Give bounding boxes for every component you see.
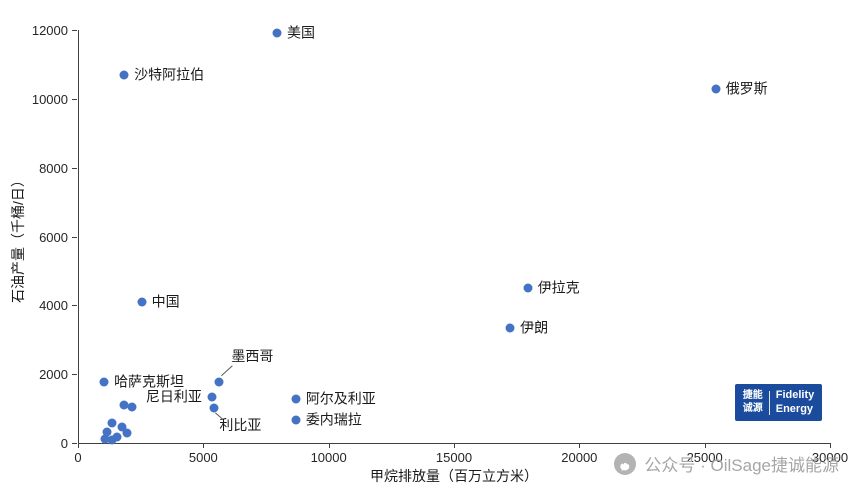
point-label: 伊拉克 — [537, 279, 580, 296]
logo-english-text: Fidelity Energy — [776, 389, 815, 415]
y-tick-mark — [72, 374, 77, 376]
y-tick-label: 6000 — [39, 229, 68, 245]
point-label: 美国 — [287, 24, 316, 41]
data-point — [523, 283, 533, 293]
x-tick-label: 0 — [74, 450, 82, 465]
x-tick-mark — [830, 443, 831, 448]
y-tick-mark — [72, 236, 77, 238]
x-tick-label: 25000 — [686, 450, 723, 465]
logo-cn-line2: 诚源 — [742, 402, 763, 414]
data-point — [207, 392, 217, 402]
data-point — [122, 428, 132, 438]
x-axis-title: 甲烷排放量（百万立方米） — [370, 468, 538, 484]
x-tick-mark — [579, 443, 581, 448]
data-point — [291, 394, 301, 404]
data-point — [272, 28, 282, 38]
x-tick-label: 30000 — [811, 450, 849, 465]
logo-chinese-text: 捷能 诚源 — [743, 390, 763, 415]
fidelity-energy-logo: 捷能 诚源 Fidelity Energy — [735, 384, 822, 421]
data-point — [102, 427, 112, 437]
logo-divider — [768, 390, 770, 415]
point-label: 利比亚 — [219, 416, 262, 433]
y-tick-label: 4000 — [39, 298, 68, 314]
point-label: 中国 — [151, 293, 180, 310]
x-tick-label: 5000 — [188, 450, 218, 465]
data-point — [209, 403, 219, 413]
data-point — [127, 402, 137, 412]
y-tick-label: 8000 — [39, 160, 68, 176]
point-label: 墨西哥 — [231, 347, 274, 364]
data-point — [137, 297, 147, 307]
point-label: 俄罗斯 — [725, 79, 768, 96]
watermark-text: 公众号 · OilSage捷诚能源 — [644, 456, 839, 475]
point-label: 委内瑞拉 — [305, 411, 362, 428]
x-tick-mark — [328, 443, 330, 448]
point-label: 沙特阿拉伯 — [134, 66, 205, 83]
data-point — [100, 434, 110, 444]
plot-area: 美国沙特阿拉伯俄罗斯中国 伊拉克伊朗哈萨克斯坦 墨西哥尼日利亚 利比亚 阿尔及利亚委内瑞… — [78, 25, 831, 445]
data-point — [291, 415, 301, 425]
y-tick-mark — [72, 30, 77, 31]
y-tick-label: 10000 — [31, 91, 68, 107]
logo-en-line1: Fidelity — [775, 389, 815, 402]
data-point — [117, 422, 127, 432]
watermark: 公众号 · OilSage捷诚能源 — [613, 451, 839, 476]
point-label: 伊朗 — [520, 319, 549, 336]
logo-en-line2: Energy — [775, 402, 814, 415]
point-label: 阿尔及利亚 — [305, 390, 376, 407]
y-tick-mark — [72, 98, 77, 100]
data-point — [119, 400, 129, 410]
data-point — [99, 377, 109, 387]
data-point — [505, 323, 515, 333]
point-label: 哈萨克斯坦 — [114, 373, 185, 390]
y-tick-label: 2000 — [39, 367, 68, 383]
data-point — [112, 432, 122, 442]
x-tick-label: 20000 — [561, 450, 598, 465]
logo-cn-line1: 捷能 — [742, 390, 763, 401]
data-point — [711, 84, 721, 93]
data-point — [107, 418, 117, 428]
wechat-icon — [613, 452, 637, 476]
x-tick-mark — [454, 443, 455, 448]
data-point — [119, 70, 129, 80]
data-point — [214, 377, 224, 387]
x-tick-label: 10000 — [310, 450, 347, 465]
y-tick-mark — [72, 305, 77, 307]
data-point — [107, 435, 117, 445]
x-tick-mark — [203, 443, 205, 448]
y-tick-label: 0 — [60, 436, 68, 451]
point-label: 尼日利亚 — [145, 388, 202, 405]
y-tick-mark — [72, 443, 77, 444]
x-tick-mark — [704, 443, 706, 448]
y-tick-label: 12000 — [31, 23, 68, 38]
x-tick-label: 15000 — [435, 450, 473, 465]
x-tick-mark — [78, 443, 79, 448]
y-tick-mark — [72, 167, 77, 169]
